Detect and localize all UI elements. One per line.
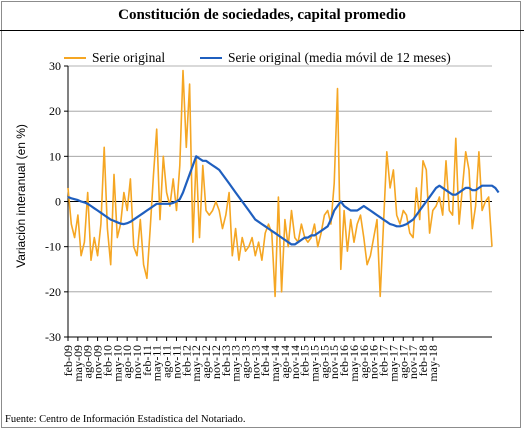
x-tick-label: ago-13 xyxy=(238,345,252,378)
x-tick-label: ago-12 xyxy=(199,345,213,378)
y-tick-label: -30 xyxy=(45,330,61,344)
series-line-moving-average xyxy=(67,155,500,246)
x-tick-label: ago-15 xyxy=(317,345,331,378)
series-line-original xyxy=(67,69,493,298)
y-tick-label: 0 xyxy=(55,195,61,209)
y-tick-label: 10 xyxy=(49,149,61,163)
x-tick-label: may-12 xyxy=(189,345,203,382)
x-tick-label: feb-14 xyxy=(258,345,272,376)
x-tick-label: may-15 xyxy=(308,345,322,382)
x-tick-label: feb-15 xyxy=(298,345,312,376)
y-tick-label: 20 xyxy=(49,104,61,118)
x-tick-label: ago-14 xyxy=(278,345,292,378)
x-tick-label: feb-12 xyxy=(179,345,193,376)
x-tick-label: may-09 xyxy=(71,345,85,382)
x-tick-label: nov-14 xyxy=(288,345,302,379)
x-tick-label: may-17 xyxy=(386,345,400,382)
x-tick-label: ago-11 xyxy=(160,345,174,378)
x-tick-label: nov-16 xyxy=(367,345,381,379)
x-tick-label: nov-12 xyxy=(209,345,223,379)
x-tick-label: feb-17 xyxy=(377,345,391,376)
x-tick-label: feb-16 xyxy=(337,345,351,376)
x-tick-label: may-14 xyxy=(268,345,282,382)
x-tick-label: nov-13 xyxy=(248,345,262,379)
legend-label-ma: Serie original (media móvil de 12 meses) xyxy=(228,50,451,65)
x-tick-label: nov-15 xyxy=(327,345,341,379)
legend: Serie original Serie original (media móv… xyxy=(64,50,451,65)
x-tick-label: feb-10 xyxy=(100,345,114,376)
x-tick-label: may-10 xyxy=(110,345,124,382)
y-axis-label: Variación interanual (en %) xyxy=(14,124,28,268)
y-tick-label: 30 xyxy=(49,59,61,73)
x-tick-label: may-16 xyxy=(347,345,361,382)
x-tick-label: nov-09 xyxy=(91,345,105,379)
chart-title: Constitución de sociedades, capital prom… xyxy=(0,0,524,31)
source-note: Fuente: Centro de Información Estadístic… xyxy=(5,414,246,425)
x-tick-label: feb-13 xyxy=(219,345,233,376)
x-tick-label: feb-11 xyxy=(140,345,154,376)
y-tick-labels: -30 -20 -10 0 10 20 30 xyxy=(45,59,61,344)
x-tick-label: feb-18 xyxy=(416,345,430,376)
x-tick-label: nov-10 xyxy=(130,345,144,379)
x-tick-label: ago-16 xyxy=(357,345,371,378)
x-tick-label: nov-11 xyxy=(169,345,183,379)
grid-lines xyxy=(64,65,492,341)
x-tick-label: nov-17 xyxy=(406,345,420,379)
x-tick-label: feb-09 xyxy=(61,345,75,376)
series-lines xyxy=(67,69,500,298)
legend-label-original: Serie original xyxy=(92,50,165,65)
x-tick-label: ago-09 xyxy=(81,345,95,378)
y-tick-label: -20 xyxy=(45,285,61,299)
x-tick-label: may-18 xyxy=(426,345,440,382)
x-tick-label: may-13 xyxy=(229,345,243,382)
y-tick-label: -10 xyxy=(45,240,61,254)
x-tick-label: ago-17 xyxy=(396,345,410,378)
x-tick-label: ago-10 xyxy=(120,345,134,378)
x-tick-labels: feb-09may-09ago-09nov-09feb-10may-10ago-… xyxy=(61,345,440,382)
x-tick-label: may-11 xyxy=(150,345,164,381)
